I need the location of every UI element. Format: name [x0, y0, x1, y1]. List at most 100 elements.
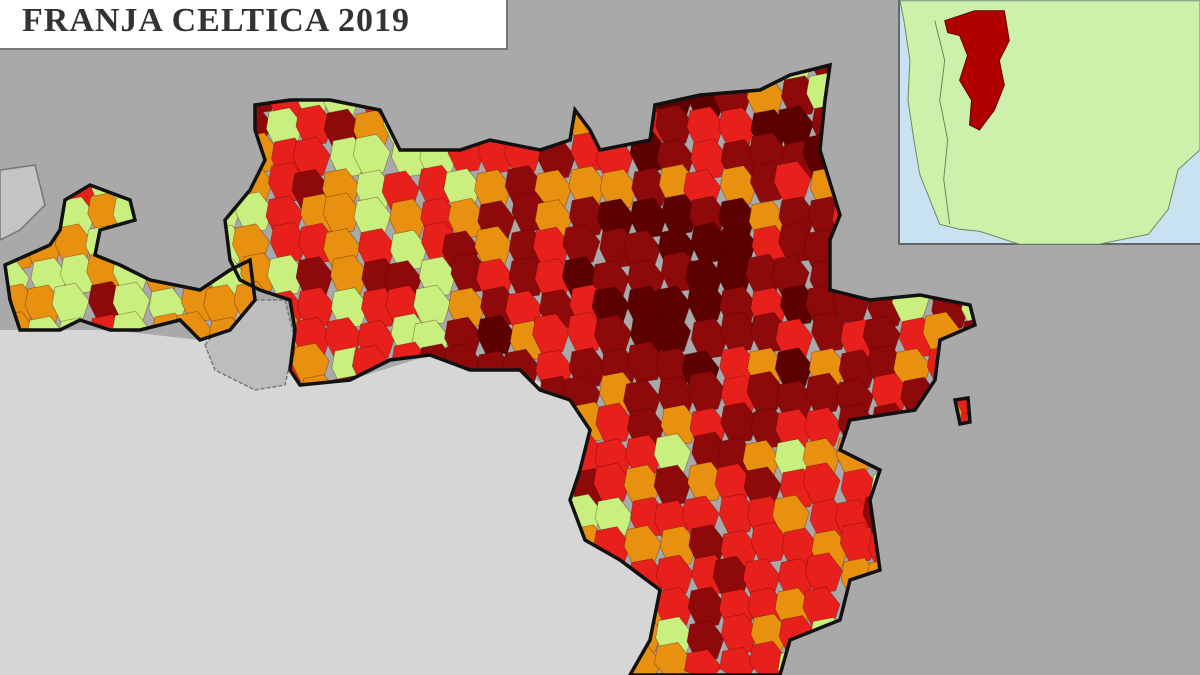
municipality	[897, 498, 936, 541]
municipality	[418, 79, 457, 122]
municipality	[927, 492, 966, 535]
municipality	[653, 312, 692, 355]
municipality	[148, 167, 187, 209]
municipality	[960, 317, 975, 360]
municipality	[930, 649, 969, 675]
iberia-land	[900, 0, 1200, 245]
municipality	[87, 65, 125, 90]
municipality	[892, 253, 930, 296]
municipality	[5, 78, 39, 121]
municipality	[840, 168, 879, 211]
municipality	[863, 130, 902, 173]
municipality	[113, 79, 152, 122]
municipality	[748, 640, 787, 675]
municipality	[207, 79, 246, 122]
municipality	[446, 65, 485, 87]
municipality	[687, 586, 726, 629]
municipality	[355, 65, 394, 86]
municipality	[811, 310, 849, 353]
municipality	[203, 191, 241, 233]
municipality	[841, 225, 880, 268]
municipality	[176, 228, 215, 271]
inset-locator-map	[898, 0, 1200, 245]
municipality	[180, 130, 219, 173]
municipality	[715, 251, 754, 294]
municipality	[150, 197, 189, 239]
municipality	[802, 640, 841, 675]
grey-enclave	[0, 164, 46, 241]
municipality	[655, 554, 694, 597]
municipality	[595, 402, 634, 445]
municipality	[389, 229, 428, 272]
municipality	[718, 493, 757, 536]
municipality	[352, 133, 391, 176]
municipality	[142, 101, 181, 144]
municipality	[629, 197, 668, 240]
neighbour-country-area	[0, 330, 660, 675]
municipality	[719, 165, 758, 208]
municipality	[267, 65, 306, 92]
municipality	[625, 434, 663, 477]
municipality	[869, 611, 908, 654]
municipality	[505, 65, 543, 90]
municipality	[862, 65, 901, 93]
municipality	[111, 101, 150, 144]
municipality	[116, 225, 155, 268]
municipality	[839, 521, 878, 564]
municipality	[686, 65, 725, 88]
municipality	[5, 108, 31, 151]
municipality	[960, 496, 975, 539]
municipality	[322, 192, 361, 235]
portugal-border	[934, 20, 951, 225]
municipality	[631, 167, 670, 210]
municipality	[594, 65, 633, 88]
municipality	[720, 401, 759, 444]
inset-highlight-region	[944, 10, 1010, 131]
municipality	[382, 79, 421, 122]
municipality	[626, 341, 665, 383]
municipality	[899, 467, 938, 510]
municipality	[838, 616, 877, 659]
municipality	[955, 558, 975, 601]
municipality	[838, 645, 877, 675]
municipality	[481, 78, 519, 121]
municipality	[562, 223, 601, 266]
municipality	[653, 641, 692, 675]
municipality	[660, 65, 699, 89]
municipality	[23, 65, 62, 90]
municipality	[804, 407, 843, 449]
municipality	[922, 434, 961, 477]
municipality	[295, 256, 334, 298]
municipality	[897, 646, 936, 675]
municipality	[148, 65, 187, 90]
municipality	[269, 221, 308, 264]
municipality	[653, 464, 692, 507]
municipality	[953, 648, 975, 675]
municipality	[564, 65, 603, 87]
title-box: FRANJA CELTICA 2019	[0, 0, 508, 50]
municipality	[88, 75, 127, 118]
region-border	[3, 63, 977, 675]
municipality	[504, 77, 542, 120]
municipality	[835, 109, 873, 152]
municipality	[536, 65, 575, 85]
municipality	[177, 164, 215, 207]
municipality	[898, 584, 937, 627]
municipality	[958, 341, 975, 384]
municipality	[686, 620, 725, 662]
municipality	[413, 101, 452, 144]
municipality	[535, 101, 574, 144]
municipality	[686, 281, 725, 324]
municipality	[719, 646, 758, 675]
municipality	[683, 649, 722, 675]
municipality	[719, 311, 758, 354]
municipality	[566, 311, 605, 354]
municipality	[418, 164, 456, 207]
municipality	[838, 349, 877, 392]
municipality	[659, 525, 698, 568]
municipality	[655, 104, 693, 147]
municipality	[474, 225, 513, 268]
municipality	[177, 110, 216, 152]
municipality	[690, 138, 729, 181]
